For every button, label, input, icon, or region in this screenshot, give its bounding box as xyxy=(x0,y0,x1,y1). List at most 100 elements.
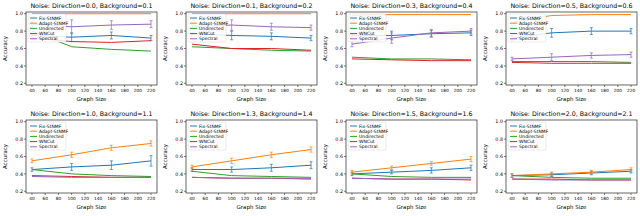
error-cap xyxy=(310,25,313,26)
x-tick-label: 180 xyxy=(600,196,608,201)
x-tick xyxy=(71,193,72,195)
frame xyxy=(346,12,477,85)
error-cap xyxy=(510,177,513,178)
error-cap xyxy=(310,35,313,36)
x-tick-label: 180 xyxy=(440,88,448,93)
x-tick xyxy=(378,193,379,195)
legend-label: Spectral xyxy=(359,36,378,41)
error-cap xyxy=(550,175,553,176)
data-group xyxy=(350,157,472,180)
y-tick-label: 0.4 xyxy=(15,172,23,177)
error-cap xyxy=(230,163,233,164)
error-cap xyxy=(350,46,353,47)
x-tick-label: 40 xyxy=(349,196,355,201)
error-cap xyxy=(150,20,153,21)
error-cap xyxy=(510,177,513,178)
error-stem xyxy=(271,164,272,171)
legend-key xyxy=(510,141,517,142)
legend: Fix-StNMFAdapt-StNMFUndirectedWNCutSpect… xyxy=(28,14,69,42)
legend-key xyxy=(190,126,197,127)
error-cap xyxy=(310,30,313,31)
error-cap xyxy=(630,57,633,58)
error-cap xyxy=(630,51,633,52)
x-tick xyxy=(218,85,219,87)
x-tick-label: 120 xyxy=(241,88,249,93)
error-cap xyxy=(350,175,353,176)
x-tick-label: 120 xyxy=(561,88,569,93)
x-tick-label: 40 xyxy=(29,196,35,201)
error-cap xyxy=(590,173,593,174)
x-tick-label: 160 xyxy=(587,88,595,93)
x-tick-label: 160 xyxy=(267,196,275,201)
y-tick-label: 0.6 xyxy=(495,46,503,51)
series-line xyxy=(192,177,311,179)
error-bar xyxy=(150,21,153,28)
legend-box xyxy=(508,122,546,150)
x-tick xyxy=(258,85,259,87)
legend-key xyxy=(510,38,517,39)
x-tick-label: 60 xyxy=(42,88,48,93)
legend-key xyxy=(350,141,357,142)
error-cap xyxy=(630,28,633,29)
x-tick xyxy=(431,193,432,195)
title: Noise: Direction=1.3, Background=1.4 xyxy=(190,110,312,118)
x-tick xyxy=(365,85,366,87)
panel: Noise: Direction=1.0, Background=1.1Grap… xyxy=(2,110,157,211)
legend-key xyxy=(350,18,357,19)
error-cap xyxy=(510,57,513,58)
error-bar xyxy=(430,162,433,165)
x-tick-label: 140 xyxy=(574,88,582,93)
error-cap xyxy=(270,157,273,158)
x-tick-label: 40 xyxy=(349,88,355,93)
error-bar xyxy=(190,168,193,171)
legend-key xyxy=(510,18,517,19)
error-bar xyxy=(70,163,73,170)
error-bar xyxy=(390,170,393,173)
x-tick-label: 220 xyxy=(467,88,475,93)
series-line xyxy=(192,171,311,177)
data-group xyxy=(510,168,632,180)
x-tick xyxy=(418,193,419,195)
error-stem xyxy=(311,147,312,152)
error-cap xyxy=(470,156,473,157)
error-cap xyxy=(310,161,313,162)
error-stem xyxy=(71,163,72,170)
x-tick xyxy=(205,193,206,195)
x-tick xyxy=(271,85,272,87)
error-bar xyxy=(310,147,313,152)
legend: Fix-StNMFAdapt-StNMFUndirectedWNCutSpect… xyxy=(508,14,549,42)
error-cap xyxy=(430,37,433,38)
series-line xyxy=(512,61,631,63)
y-label: Accuracy xyxy=(2,35,9,61)
error-bar xyxy=(70,33,73,42)
panel: Noise: Direction=0.5, Background=0.6Grap… xyxy=(482,2,637,103)
error-stem xyxy=(111,145,112,150)
x-tick xyxy=(124,193,125,195)
plot-area xyxy=(186,120,317,193)
error-cap xyxy=(110,150,113,151)
y-tick-label: 0.2 xyxy=(495,81,503,86)
x-tick-label: 160 xyxy=(107,88,115,93)
error-cap xyxy=(630,167,633,168)
x-tick xyxy=(311,193,312,195)
x-tick-label: 140 xyxy=(574,196,582,201)
x-tick xyxy=(58,193,59,195)
x-tick xyxy=(58,85,59,87)
error-stem xyxy=(191,168,192,171)
error-bar xyxy=(430,168,433,173)
data-group xyxy=(190,147,312,179)
error-stem xyxy=(391,170,392,173)
x-tick xyxy=(404,85,405,87)
error-cap xyxy=(550,53,553,54)
error-cap xyxy=(310,168,313,169)
legend-key xyxy=(510,28,517,29)
y-tick-label: 0.2 xyxy=(175,81,183,86)
error-cap xyxy=(510,173,513,174)
x-tick xyxy=(551,85,552,87)
error-cap xyxy=(230,31,233,32)
error-cap xyxy=(70,163,73,164)
plot-area xyxy=(186,12,317,85)
x-tick-label: 180 xyxy=(600,88,608,93)
error-cap xyxy=(470,28,473,29)
series-line xyxy=(32,143,151,160)
